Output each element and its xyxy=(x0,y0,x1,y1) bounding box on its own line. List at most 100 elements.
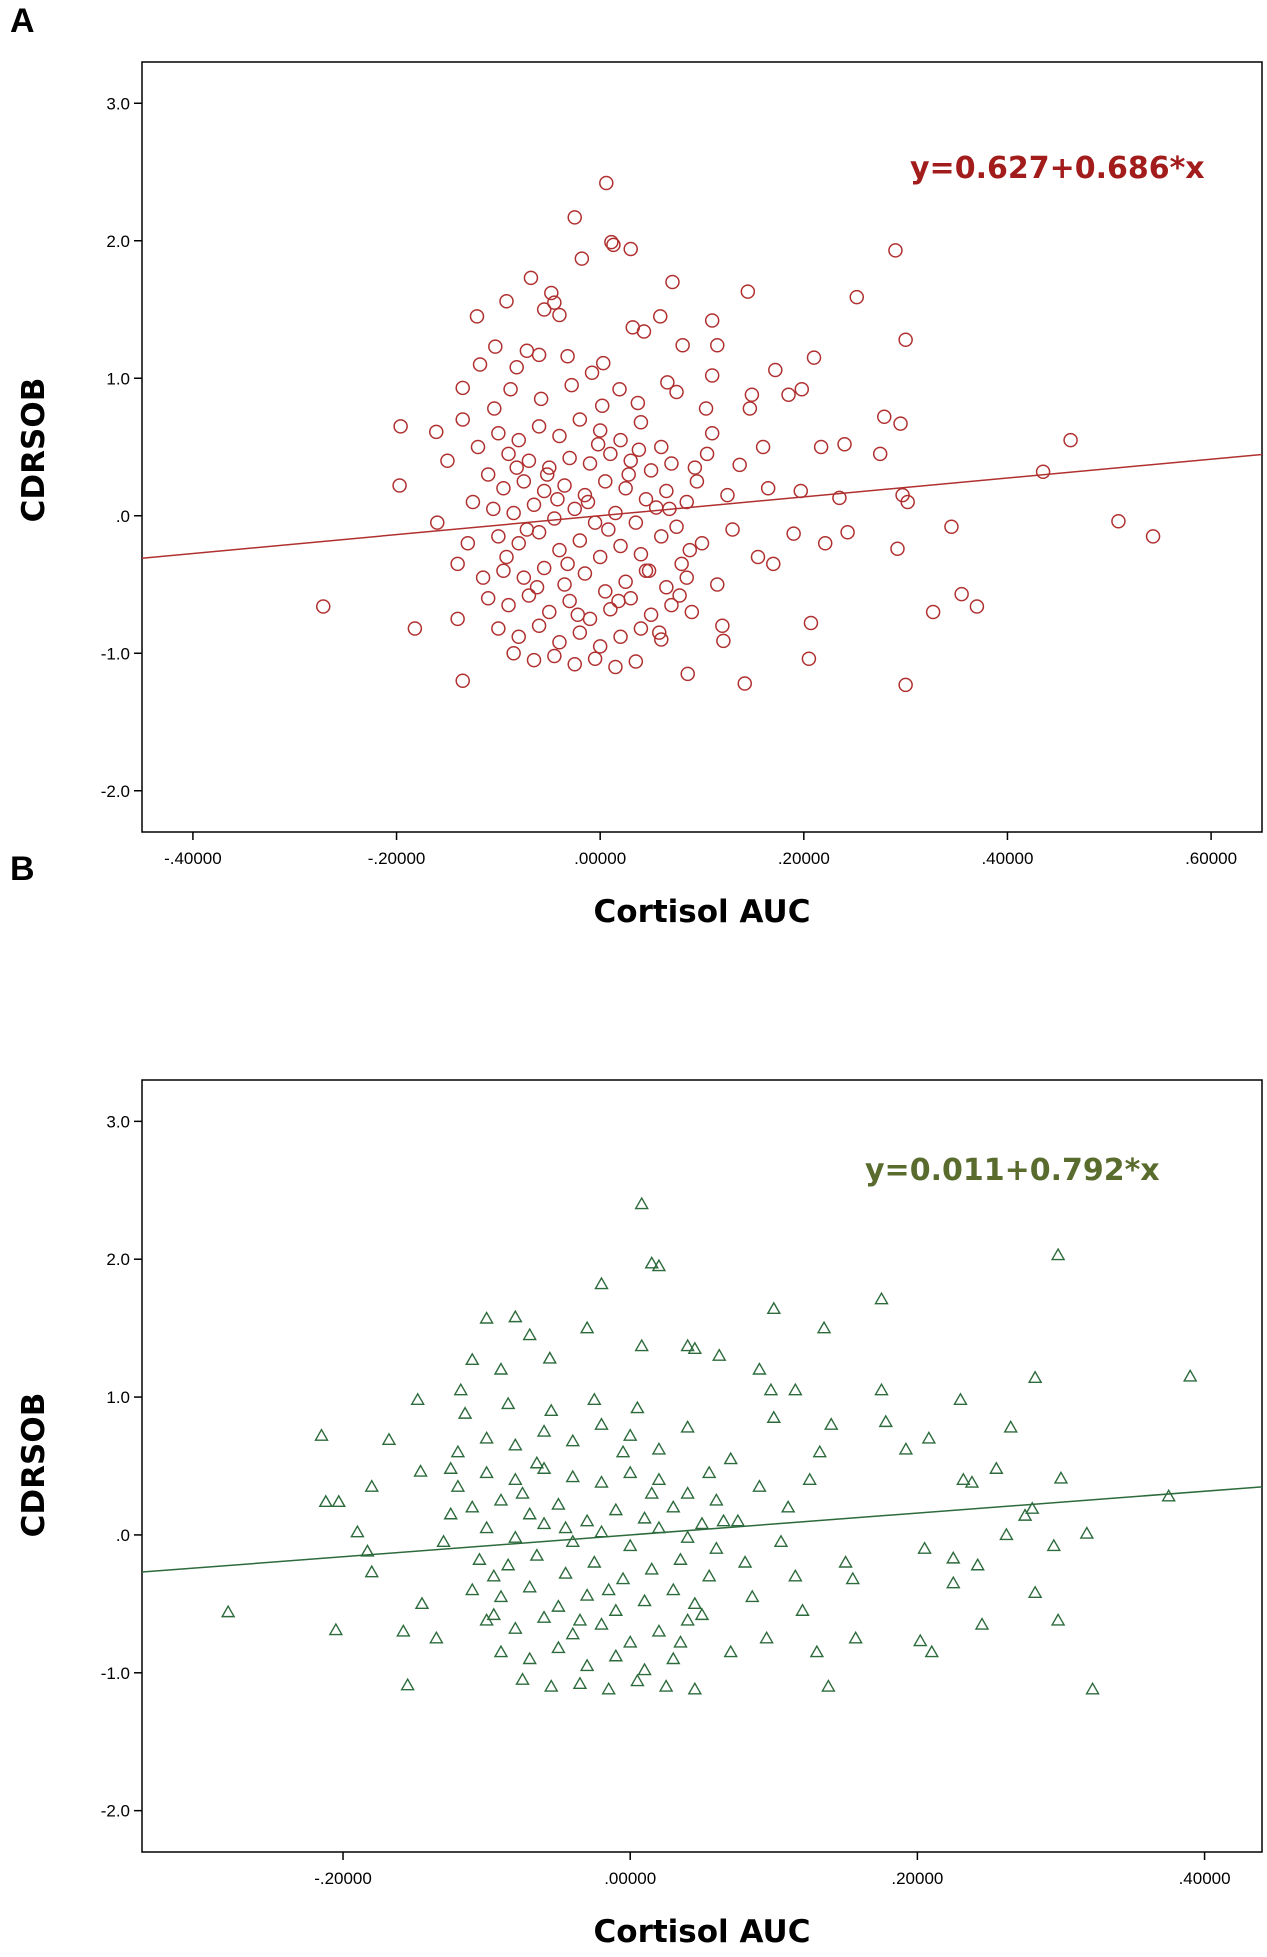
data-point xyxy=(1182,1368,1198,1382)
data-point xyxy=(658,1679,674,1692)
data-point xyxy=(511,629,526,644)
data-point xyxy=(631,442,647,457)
data-point xyxy=(594,1276,609,1290)
marks-group xyxy=(142,175,1262,693)
data-point xyxy=(480,467,496,482)
data-point xyxy=(392,478,407,493)
data-point xyxy=(612,382,627,397)
data-point xyxy=(737,676,753,691)
y-tick-label: 1.0 xyxy=(106,369,130,388)
data-point xyxy=(606,237,621,253)
data-point xyxy=(704,426,720,441)
data-point xyxy=(964,1475,980,1488)
data-point xyxy=(608,505,623,521)
data-point xyxy=(874,1382,889,1396)
data-point xyxy=(806,350,822,365)
y-tick-label: -2.0 xyxy=(101,782,130,801)
data-point xyxy=(675,338,690,353)
data-point xyxy=(665,274,680,290)
x-tick-label: .00000 xyxy=(574,849,626,868)
data-point xyxy=(802,1472,817,1485)
data-point xyxy=(364,1479,379,1492)
data-point xyxy=(479,1520,494,1534)
data-point xyxy=(413,1464,428,1477)
data-point xyxy=(531,419,547,434)
data-point xyxy=(587,1555,602,1568)
data-point xyxy=(643,607,659,622)
data-point xyxy=(687,1341,703,1355)
y-tick-label: -1.0 xyxy=(101,644,130,663)
data-point xyxy=(809,1644,825,1658)
data-point xyxy=(587,1392,602,1406)
data-point xyxy=(752,1479,767,1492)
data-point xyxy=(795,1603,810,1616)
data-point xyxy=(515,1486,530,1499)
data-point xyxy=(654,529,669,544)
data-point xyxy=(465,494,481,510)
data-point xyxy=(381,1432,397,1446)
data-point xyxy=(613,629,628,644)
data-point xyxy=(567,210,582,225)
data-point xyxy=(638,492,654,507)
y-axis-title: CDRSOB xyxy=(16,1393,52,1538)
data-point xyxy=(536,1516,552,1530)
plot-frame xyxy=(141,1079,1263,1853)
data-point xyxy=(654,632,669,647)
data-point xyxy=(551,1497,566,1510)
data-point xyxy=(407,621,423,636)
data-point xyxy=(393,419,408,434)
data-point xyxy=(519,522,535,537)
data-point xyxy=(579,1320,595,1334)
data-point xyxy=(974,1617,990,1630)
data-point xyxy=(817,536,833,551)
data-point xyxy=(618,574,633,589)
data-point xyxy=(1027,1370,1043,1383)
data-point xyxy=(400,1677,415,1691)
data-point xyxy=(565,1433,580,1447)
data-point xyxy=(701,1568,717,1582)
fit-equation-label: y=0.011+0.792*x xyxy=(865,1153,1160,1188)
data-point xyxy=(893,416,908,431)
data-point xyxy=(989,1461,1004,1474)
data-point xyxy=(472,357,488,372)
data-point xyxy=(429,1630,444,1644)
data-point xyxy=(687,1681,703,1695)
data-point xyxy=(638,563,654,578)
data-point xyxy=(501,446,516,462)
y-tick-label: -1.0 xyxy=(101,1664,130,1683)
data-point xyxy=(598,474,613,489)
data-point xyxy=(544,1679,559,1692)
data-point xyxy=(558,1566,573,1579)
fit-line xyxy=(142,1486,1262,1573)
data-point xyxy=(651,625,667,640)
data-point xyxy=(623,453,638,468)
data-point xyxy=(666,1651,681,1665)
data-point xyxy=(519,343,535,358)
data-point xyxy=(506,646,521,661)
y-tick-label: .0 xyxy=(116,507,130,526)
x-tick-label: -.20000 xyxy=(314,1869,372,1888)
data-point xyxy=(533,391,549,407)
data-point xyxy=(633,415,649,430)
data-point xyxy=(493,1589,509,1603)
data-point xyxy=(480,591,496,606)
data-point xyxy=(542,460,557,475)
data-point xyxy=(898,677,913,693)
data-point xyxy=(493,1493,509,1506)
data-point xyxy=(925,604,941,620)
x-tick-label: -.20000 xyxy=(368,849,426,868)
data-point xyxy=(622,1635,638,1648)
data-point xyxy=(669,384,684,400)
data-point xyxy=(599,175,614,191)
data-point xyxy=(508,1472,523,1485)
data-point xyxy=(651,1258,667,1272)
data-point xyxy=(664,597,679,613)
data-point xyxy=(898,1442,914,1455)
data-point xyxy=(768,362,783,378)
data-point xyxy=(888,243,903,258)
data-point xyxy=(744,387,760,402)
data-point xyxy=(953,1392,968,1406)
data-point xyxy=(644,1561,659,1575)
data-point xyxy=(680,1419,695,1433)
data-point xyxy=(664,456,679,471)
